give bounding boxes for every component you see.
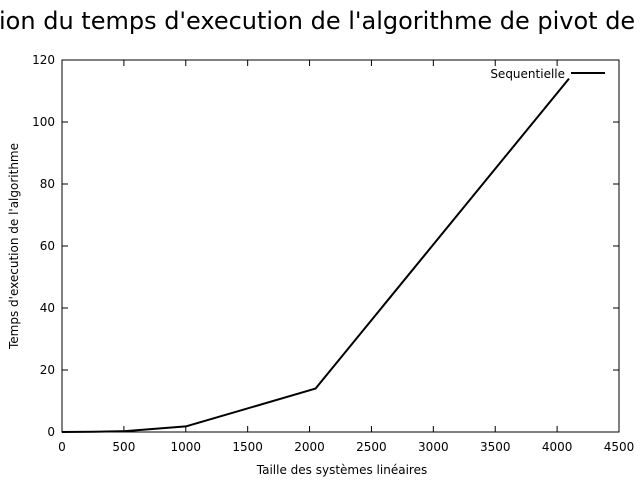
x-tick-label: 4500 bbox=[604, 440, 635, 454]
x-axis-label: Taille des systèmes linéaires bbox=[256, 463, 427, 477]
x-tick-label: 0 bbox=[58, 440, 66, 454]
y-axis-label: Temps d'execution de l'algorithme bbox=[7, 143, 21, 350]
x-tick-label: 1500 bbox=[232, 440, 263, 454]
y-tick-label: 60 bbox=[40, 239, 55, 253]
x-tick-label: 2000 bbox=[294, 440, 325, 454]
legend-label-sequentielle: Sequentielle bbox=[490, 67, 565, 81]
y-tick-label: 40 bbox=[40, 301, 55, 315]
x-axis-ticks: 0 500 1000 1500 2000 2500 3000 3500 4000 4500 bbox=[58, 60, 634, 454]
plot-frame bbox=[61, 59, 620, 433]
legend: Sequentielle bbox=[490, 67, 605, 81]
x-tick-label: 2500 bbox=[356, 440, 387, 454]
x-tick-label: 500 bbox=[112, 440, 135, 454]
x-tick-label: 4000 bbox=[542, 440, 573, 454]
chart-title: Evolution du temps d'execution de l'algo… bbox=[0, 7, 640, 35]
series-layer bbox=[61, 77, 570, 433]
y-axis-ticks: 0 20 40 60 80 100 120 bbox=[32, 53, 619, 439]
y-tick-label: 0 bbox=[47, 425, 55, 439]
y-tick-label: 80 bbox=[40, 177, 55, 191]
x-tick-label: 3500 bbox=[480, 440, 511, 454]
x-tick-label: 1000 bbox=[171, 440, 202, 454]
y-tick-label: 120 bbox=[32, 53, 55, 67]
y-tick-label: 100 bbox=[32, 115, 55, 129]
x-tick-label: 3000 bbox=[418, 440, 449, 454]
series-line-sequentielle bbox=[61, 77, 570, 433]
y-tick-label: 20 bbox=[40, 363, 55, 377]
